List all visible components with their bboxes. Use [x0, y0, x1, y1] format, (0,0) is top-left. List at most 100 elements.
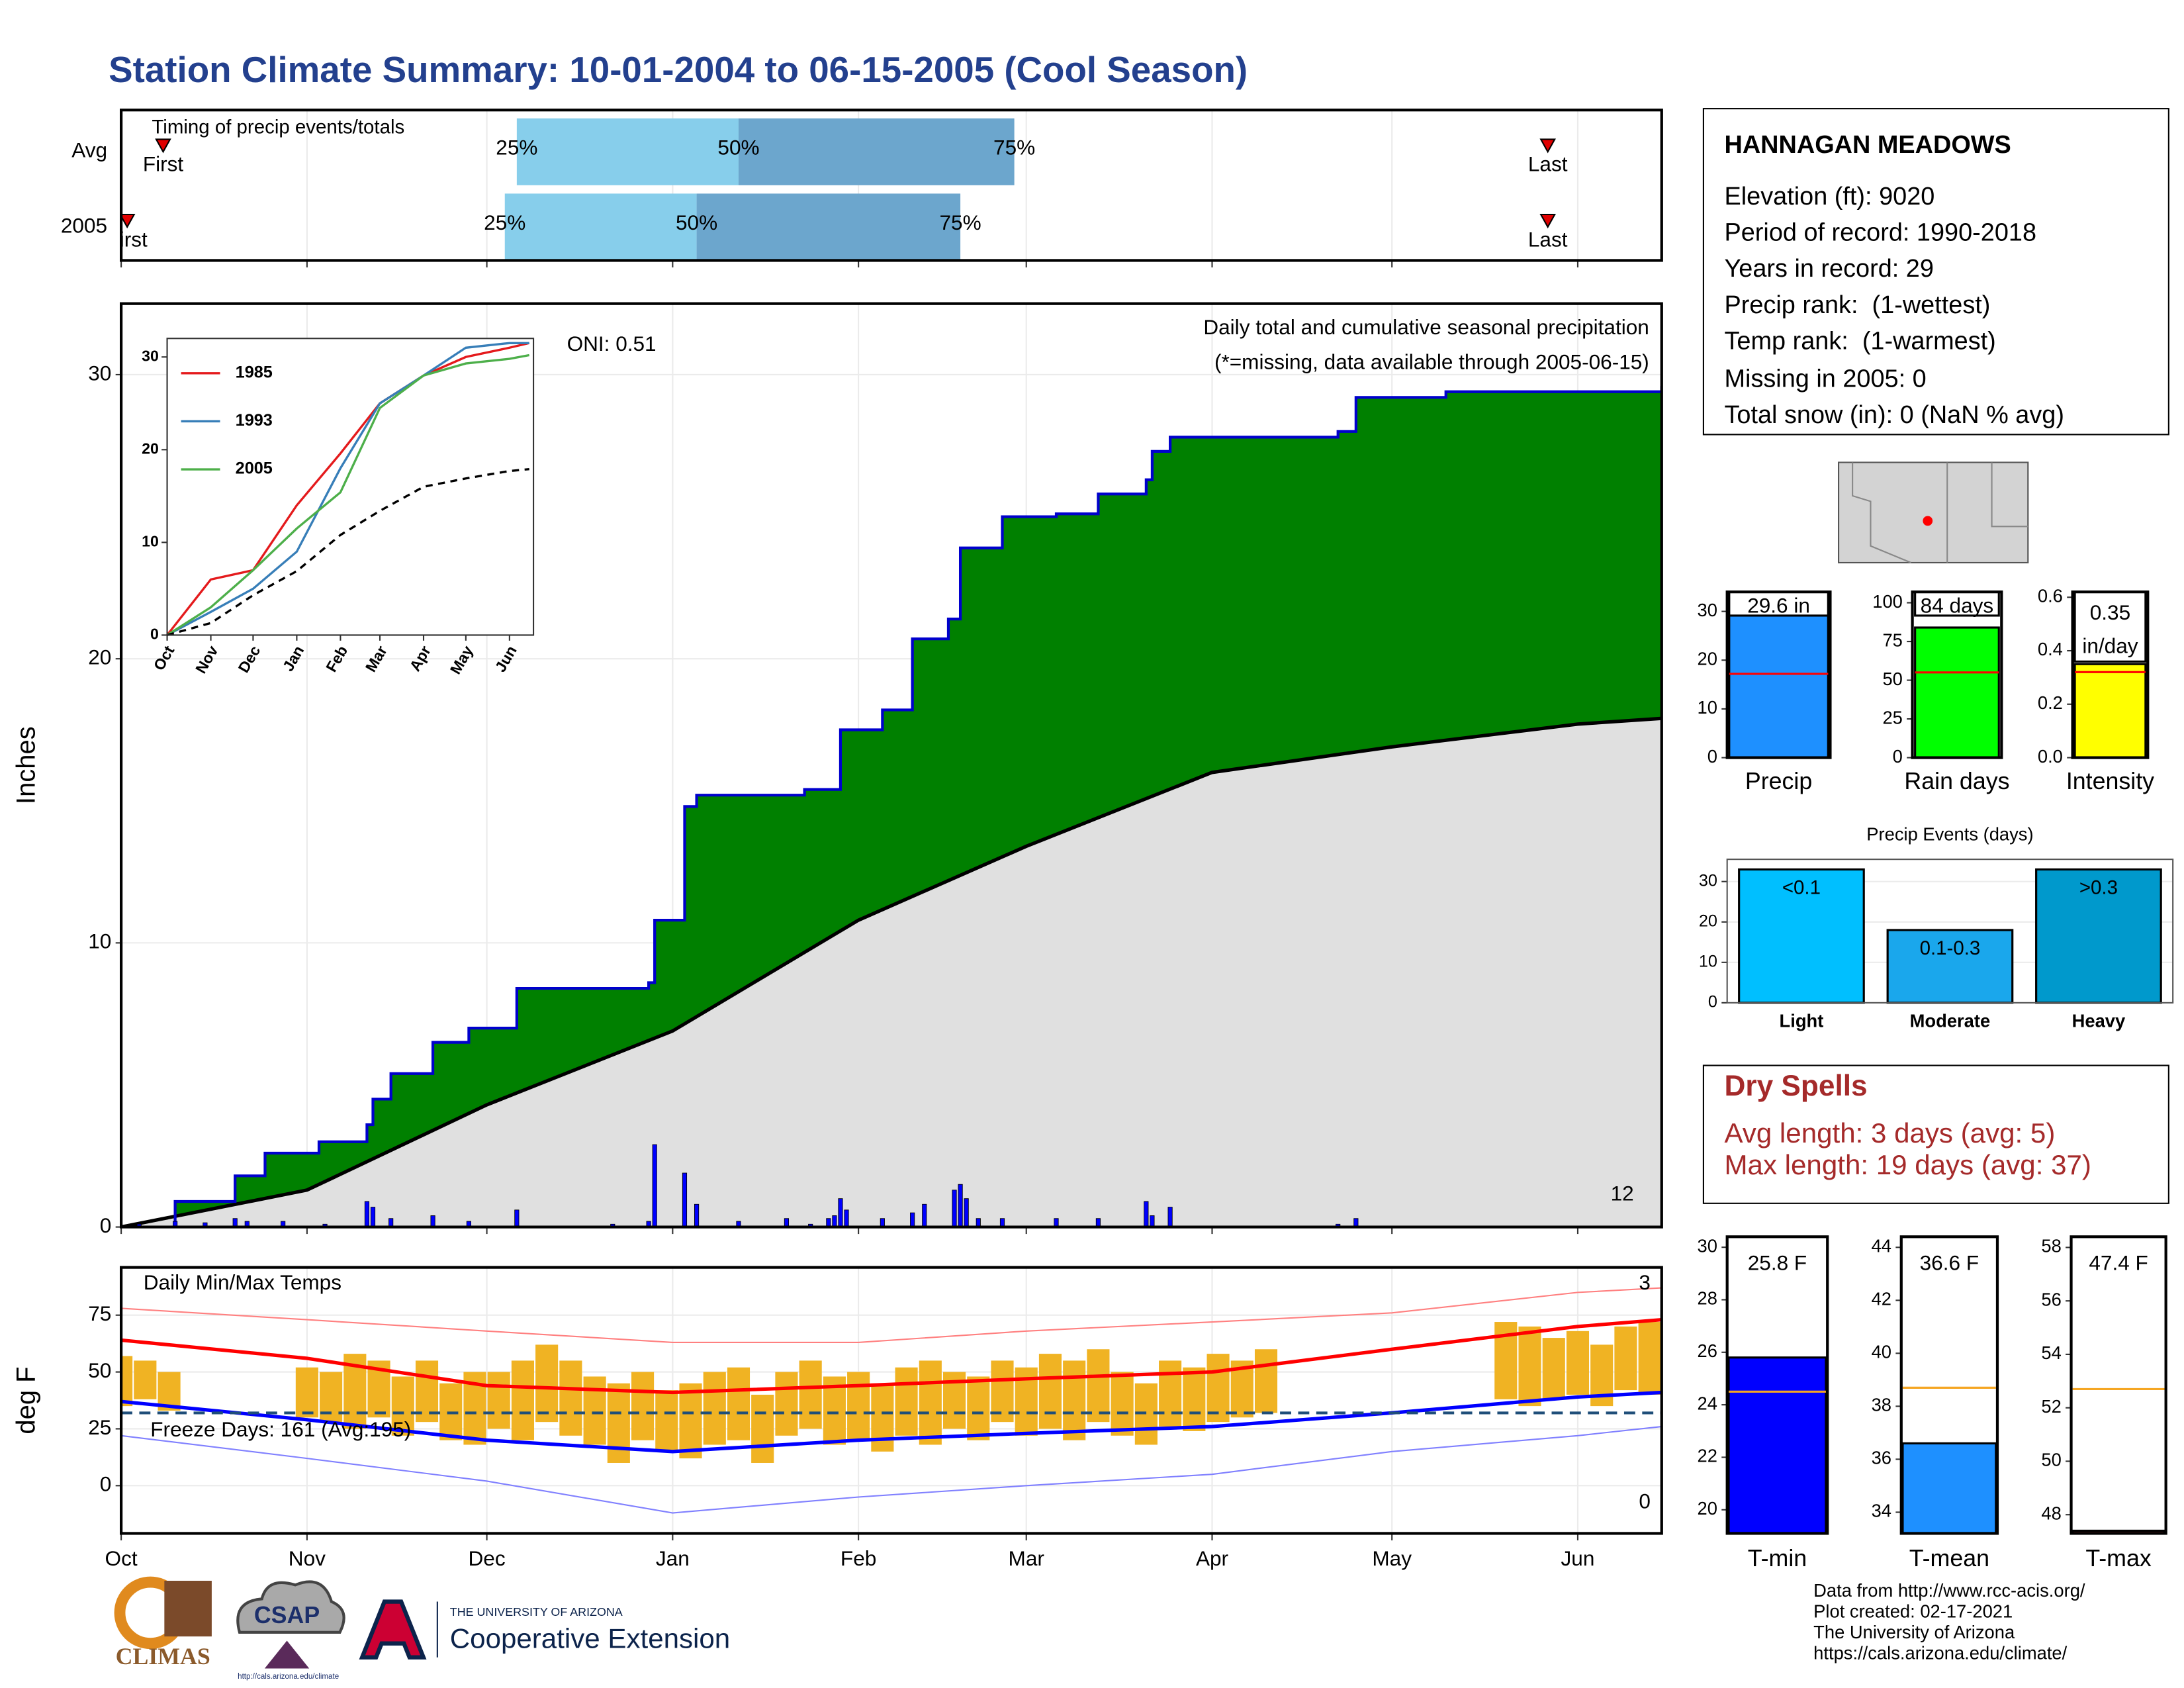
- avg-max-line: [121, 1317, 1662, 1395]
- station-line: Total snow (in): 0 (NaN % avg): [1724, 401, 2064, 429]
- footer-line: https://cals.arizona.edu/climate/: [1813, 1643, 2067, 1664]
- y-tick-label: 52: [2041, 1396, 2061, 1417]
- temp-range-bar: [1542, 1338, 1565, 1399]
- legend-label: 2005: [236, 459, 273, 478]
- category-label: Light: [1780, 1011, 1824, 1031]
- temp-range-bar: [1159, 1360, 1182, 1427]
- temp-range-bar: [1038, 1354, 1062, 1429]
- y-tick-label: 58: [2041, 1236, 2061, 1256]
- temp-range-bar: [583, 1376, 606, 1445]
- daily-bar: [910, 1212, 915, 1227]
- csap-logo: CSAP: [254, 1602, 320, 1628]
- y-tick-label: 28: [1698, 1288, 1717, 1309]
- daily-bar: [514, 1209, 520, 1227]
- daily-bar: [1054, 1218, 1059, 1227]
- daily-bar: [826, 1218, 831, 1227]
- bar: [2035, 868, 2162, 1004]
- temp-range-bar: [895, 1367, 918, 1436]
- temp-range-bar: [607, 1383, 630, 1463]
- climas-icon: [164, 1580, 212, 1637]
- daily-bar: [844, 1209, 849, 1227]
- y-tick-label: 100: [1872, 591, 1903, 612]
- temp-range-bar: [967, 1376, 990, 1440]
- daily-bar: [880, 1218, 885, 1227]
- event-marker: [1539, 213, 1557, 229]
- station-line: Precip rank: (1-wettest): [1724, 291, 1990, 319]
- daily-bar: [203, 1222, 208, 1227]
- bar: [1728, 612, 1829, 759]
- y-tick-label: 0.4: [2038, 639, 2063, 659]
- dry-spells: Dry Spells Avg length: 3 days (avg: 5) M…: [1702, 1064, 2169, 1204]
- y-tick-label: 54: [2041, 1342, 2061, 1363]
- y-tick-label: 48: [2041, 1503, 2061, 1523]
- y-tick-label: 20: [1698, 648, 1717, 669]
- quartile-bar: [738, 118, 1015, 185]
- bar-frame: [2070, 1235, 2167, 1535]
- percent-label: 50%: [676, 211, 717, 234]
- temp-range-bar: [295, 1367, 318, 1418]
- avg-min-line: [121, 1390, 1662, 1454]
- x-tick-label: Nov: [289, 1546, 326, 1570]
- x-tick-label: Mar: [1009, 1546, 1044, 1570]
- event-marker: [121, 213, 136, 229]
- daily-bar: [388, 1218, 394, 1227]
- temp-range-bar: [871, 1383, 894, 1452]
- y-axis-label: Inches: [12, 726, 41, 804]
- temp-range-bar: [703, 1372, 726, 1445]
- temp-range-bar: [1518, 1326, 1541, 1407]
- bar-frame: [2071, 590, 2150, 759]
- temp-range-bar: [1638, 1322, 1661, 1395]
- y-tick-label: 25: [88, 1415, 111, 1439]
- percent-label: 25%: [496, 135, 537, 159]
- x-tick-label: Jan: [656, 1546, 690, 1570]
- y-tick-label: 0.2: [2038, 692, 2063, 713]
- y-tick-label: 0: [1893, 746, 1903, 767]
- y-tick-label: 30: [142, 347, 159, 364]
- bar-bg: [2071, 1237, 2166, 1534]
- y-tick-label: 20: [142, 440, 159, 457]
- footer: Data from http://www.rcc-acis.org/ Plot …: [1813, 1580, 2085, 1664]
- average-line: [167, 468, 529, 637]
- daily-bar: [364, 1201, 370, 1227]
- y-tick-label: 0: [1708, 993, 1717, 1011]
- y-tick-label: 25: [1882, 707, 1902, 727]
- daily-bar: [952, 1190, 957, 1227]
- csap-mountain: [264, 1640, 310, 1669]
- daily-bar: [808, 1223, 813, 1227]
- legend-label: 1993: [236, 411, 273, 430]
- chart-title: Daily total and cumulative seasonal prec…: [1203, 315, 1649, 339]
- dry-line: Max length: 19 days (avg: 37): [1724, 1149, 2091, 1180]
- y-tick-label: 0: [100, 1213, 112, 1237]
- bar-chart-title: Precip Events (days): [1866, 824, 2033, 845]
- quartile-bar: [696, 193, 961, 261]
- inset-frame: [166, 338, 535, 636]
- category-label: Intensity: [2066, 768, 2154, 794]
- bar: [1914, 626, 2000, 759]
- bar-frame: [1911, 590, 2003, 759]
- bar-label: <0.1: [1782, 877, 1821, 899]
- y-tick-label: 30: [1698, 1235, 1717, 1256]
- value-label-box: [1728, 590, 1829, 617]
- category-label: Heavy: [2072, 1011, 2126, 1031]
- freeze-label: Freeze Days: 161 (Avg:195): [150, 1417, 411, 1441]
- category-label: 2005: [61, 213, 107, 237]
- event-label: Last: [1528, 227, 1568, 251]
- y-tick-label: 0: [1707, 746, 1717, 767]
- average-area: [121, 718, 1662, 1227]
- series-line: [166, 342, 530, 636]
- temp-range-bar: [655, 1390, 678, 1452]
- record-max-line: [121, 1287, 1662, 1344]
- daily-bar: [1353, 1218, 1359, 1227]
- daily-bar: [964, 1198, 969, 1227]
- ua-logo: [359, 1599, 427, 1660]
- value-label: 84 days: [1921, 594, 1994, 618]
- temp-range-bar: [487, 1372, 510, 1429]
- y-tick-label: 30: [1698, 600, 1717, 620]
- temp-range-bar: [1254, 1349, 1278, 1413]
- y-tick-label: 0.6: [2038, 585, 2063, 606]
- oni-label: ONI: 0.51: [567, 332, 657, 355]
- bar: [1901, 1442, 1997, 1535]
- temp-range-bar: [121, 1356, 133, 1407]
